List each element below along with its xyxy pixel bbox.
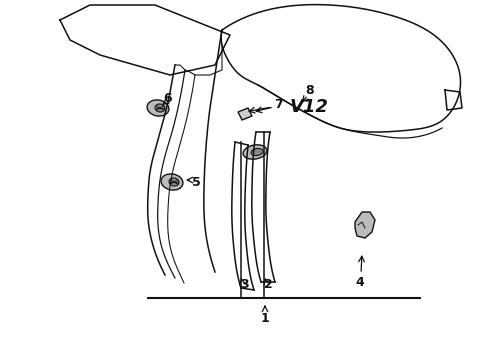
Polygon shape <box>238 108 252 120</box>
Text: 5: 5 <box>192 175 200 189</box>
Ellipse shape <box>243 145 267 159</box>
Text: 3: 3 <box>240 279 248 292</box>
Text: 2: 2 <box>264 279 272 292</box>
Ellipse shape <box>169 178 179 186</box>
Text: 6: 6 <box>164 91 172 104</box>
Ellipse shape <box>161 174 183 190</box>
Ellipse shape <box>155 104 165 112</box>
Text: 7: 7 <box>273 99 282 112</box>
Text: 1: 1 <box>261 311 270 324</box>
Ellipse shape <box>147 100 169 116</box>
Text: 4: 4 <box>356 275 365 288</box>
Text: V12: V12 <box>290 98 329 116</box>
Polygon shape <box>355 212 375 238</box>
Ellipse shape <box>251 148 263 156</box>
Text: 8: 8 <box>306 84 314 96</box>
